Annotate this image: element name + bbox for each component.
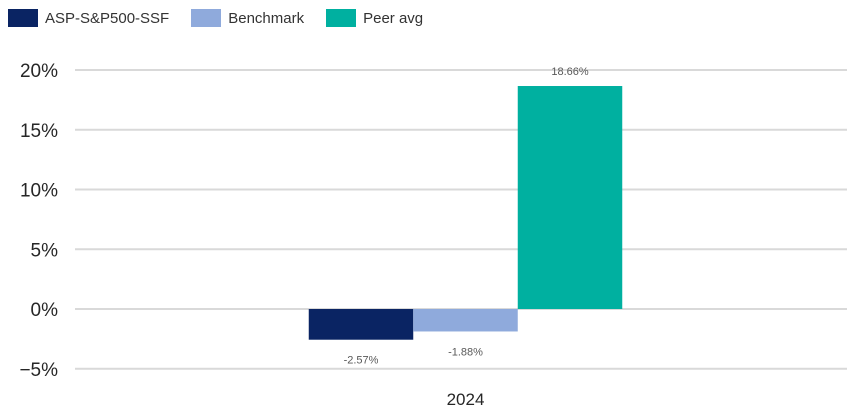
legend: ASP-S&P500-SSF Benchmark Peer avg (8, 7, 445, 29)
bar-asp-s-p500-ssf (308, 309, 414, 340)
legend-swatch-peer-avg (326, 9, 357, 27)
y-tick-label: 5% (31, 240, 59, 261)
y-tick-label: 15% (20, 121, 58, 142)
bar-benchmark (413, 309, 518, 332)
legend-item-peer-avg: Peer avg (326, 9, 423, 27)
legend-item-benchmark: Benchmark (191, 9, 304, 27)
data-label: -1.88% (448, 346, 483, 358)
y-tick-label: 0% (31, 300, 59, 321)
legend-item-asp: ASP-S&P500-SSF (8, 9, 169, 27)
y-tick-label: 20% (20, 61, 58, 82)
data-label: 18.66% (551, 66, 589, 78)
legend-swatch-asp (8, 9, 38, 27)
data-label: -2.57% (344, 355, 379, 367)
legend-label-peer-avg: Peer avg (363, 9, 424, 27)
legend-label-benchmark: Benchmark (228, 9, 305, 27)
bar-peer-avg (517, 86, 623, 309)
y-tick-label: −5% (19, 360, 58, 381)
y-tick-label: 10% (20, 181, 58, 202)
legend-swatch-benchmark (191, 9, 222, 27)
legend-label-asp: ASP-S&P500-SSF (45, 9, 170, 27)
x-tick-label: 2024 (447, 390, 485, 409)
